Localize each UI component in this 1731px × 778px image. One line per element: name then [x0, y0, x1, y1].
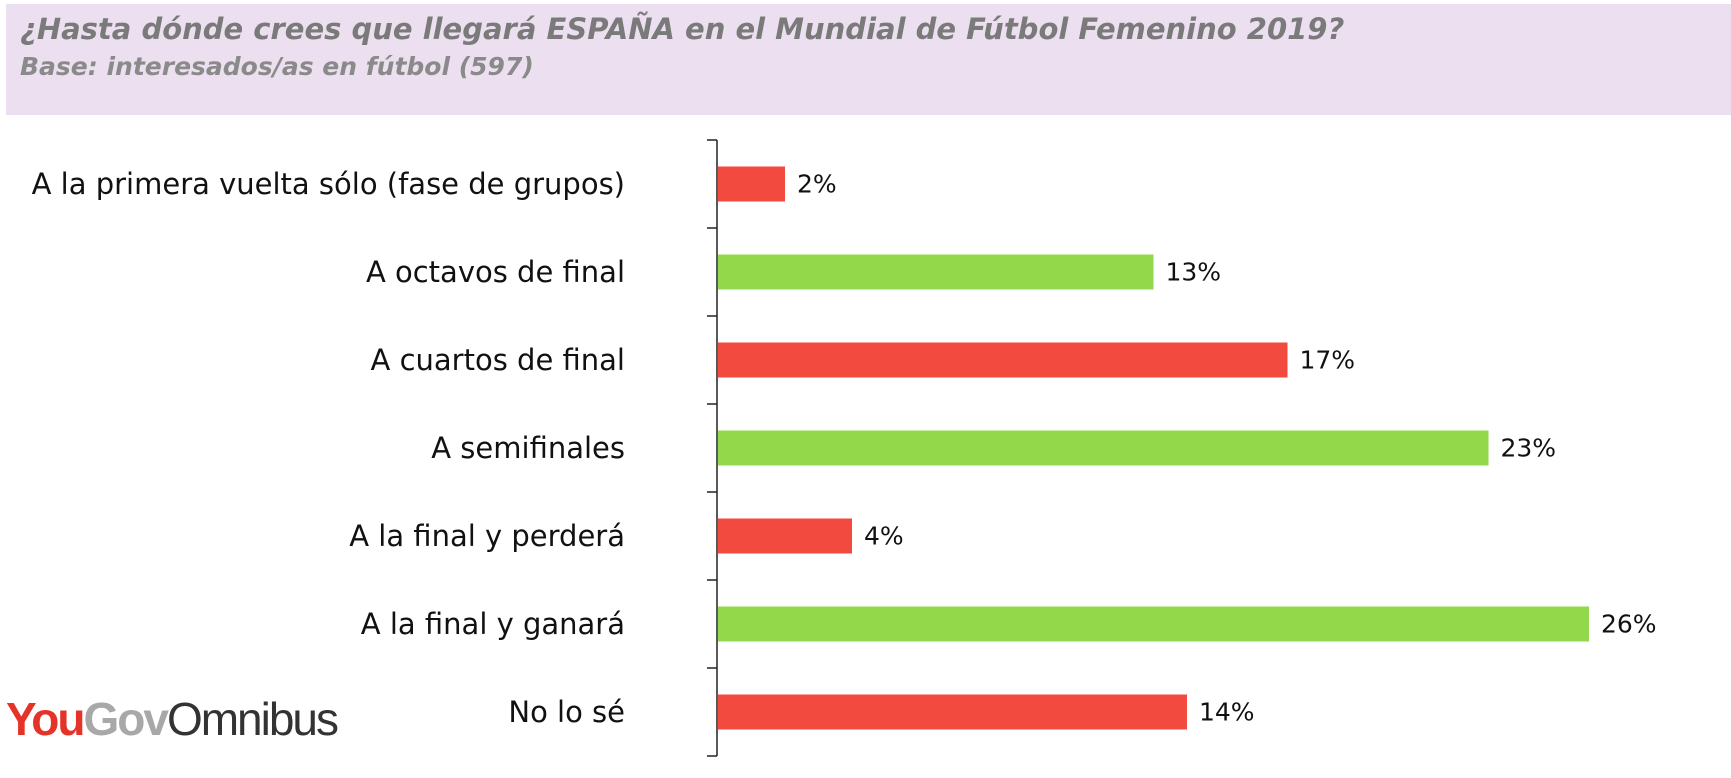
- category-label-1: A la primera vuelta sólo (fase de grupos…: [32, 167, 625, 201]
- category-label-4: A semifinales: [431, 431, 625, 465]
- value-label-7: 14%: [1199, 698, 1255, 727]
- header-band: [6, 4, 1731, 115]
- bar-7: [718, 694, 1187, 730]
- bar-5: [718, 518, 852, 554]
- bar-6: [718, 606, 1589, 642]
- logo-you-text: You: [6, 693, 85, 745]
- category-label-3: A cuartos de final: [371, 343, 625, 377]
- chart-subtitle: Base: interesados/as en fútbol (597): [20, 52, 534, 81]
- value-label-5: 4%: [864, 522, 904, 551]
- logo-gov-text: Gov: [83, 693, 168, 745]
- category-label-2: A octavos de final: [366, 255, 625, 289]
- category-label-5: A la final y perderá: [349, 519, 625, 553]
- value-label-2: 13%: [1166, 258, 1222, 287]
- bar-1: [718, 166, 785, 202]
- value-label-1: 2%: [797, 170, 837, 199]
- chart-title: ¿Hasta dónde crees que llegará ESPAÑA en…: [20, 12, 1345, 46]
- bar-2: [718, 254, 1154, 290]
- bar-3: [718, 342, 1288, 378]
- category-label-7: No lo sé: [508, 695, 625, 729]
- yougov-omnibus-logo: YouGovOmnibus: [6, 693, 339, 745]
- value-label-3: 17%: [1300, 346, 1356, 375]
- value-label-6: 26%: [1601, 610, 1657, 639]
- logo-omnibus-text: Omnibus: [166, 693, 339, 745]
- bar-4: [718, 430, 1489, 466]
- category-label-6: A la final y ganará: [361, 607, 625, 641]
- value-label-4: 23%: [1501, 434, 1557, 463]
